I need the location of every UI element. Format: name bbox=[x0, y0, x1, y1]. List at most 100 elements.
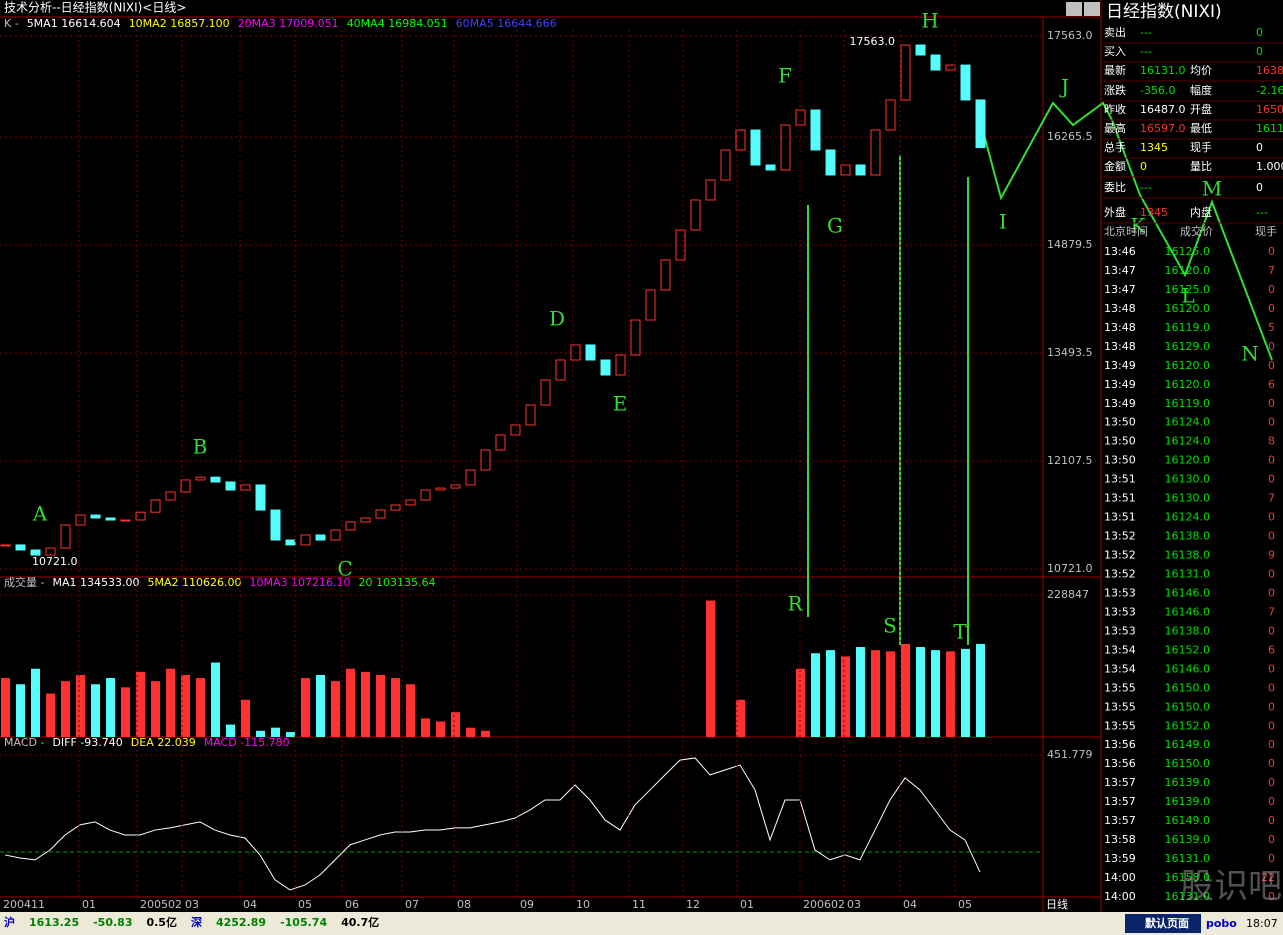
annotation-letter: H bbox=[921, 9, 938, 33]
volume-bar bbox=[271, 727, 280, 737]
legend-item: MA1 134533.00 bbox=[52, 576, 139, 589]
volume-bar bbox=[181, 674, 190, 737]
x-tick-label: 05 bbox=[958, 898, 972, 911]
x-tick-label: 09 bbox=[520, 898, 534, 911]
quote-cell: 16509.0 bbox=[1256, 103, 1283, 116]
quote-cell: 涨跌 bbox=[1104, 83, 1126, 97]
tick-volume: 8 bbox=[1268, 435, 1275, 448]
period-label: 日线 bbox=[1046, 897, 1068, 911]
page-tab[interactable] bbox=[1125, 914, 1201, 933]
legend-item: 20 103135.64 bbox=[358, 576, 435, 589]
nav-button[interactable] bbox=[1066, 2, 1082, 16]
volume-bar bbox=[346, 668, 355, 737]
tick-volume: 0 bbox=[1268, 245, 1275, 258]
legend-item: 20MA3 17009.051 bbox=[238, 17, 339, 30]
annotation-letter: J bbox=[1059, 75, 1069, 99]
tick-volume: 0 bbox=[1268, 681, 1275, 694]
candle-body bbox=[510, 424, 521, 436]
tick-volume: 0 bbox=[1268, 719, 1275, 732]
tick-price: 16152.0 bbox=[1165, 643, 1211, 656]
tick-volume: 0 bbox=[1268, 814, 1275, 827]
volume-bar bbox=[736, 699, 745, 737]
quote-cell: --- bbox=[1140, 45, 1152, 58]
y-tick-label: 17563.0 bbox=[1047, 29, 1093, 42]
tick-time: 13:52 bbox=[1104, 567, 1136, 580]
tick-volume: 0 bbox=[1268, 662, 1275, 675]
candle-body bbox=[780, 124, 791, 171]
candle-body bbox=[690, 199, 701, 231]
volume-bar bbox=[76, 674, 85, 737]
candle-body bbox=[735, 129, 746, 151]
quote-cell: 卖出 bbox=[1104, 25, 1126, 39]
y-tick-label: 12107.5 bbox=[1047, 454, 1093, 467]
tick-volume: 0 bbox=[1268, 890, 1275, 903]
page-label: 默认页面 bbox=[1145, 916, 1189, 930]
tick-price: 16139.0 bbox=[1165, 795, 1211, 808]
candle-body bbox=[810, 109, 821, 151]
volume-bar bbox=[451, 712, 460, 737]
quote-cell: 开盘 bbox=[1190, 102, 1212, 116]
tick-time: 13:52 bbox=[1104, 549, 1136, 562]
legend-item: 40MA4 16984.051 bbox=[347, 17, 448, 30]
volume-bar bbox=[841, 656, 850, 737]
volume-bar bbox=[136, 671, 145, 737]
tick-price: 16124.0 bbox=[1165, 511, 1211, 524]
macd-line bbox=[4, 757, 981, 891]
x-tick-label: 05 bbox=[298, 898, 312, 911]
candle-body bbox=[150, 499, 161, 513]
y-tick-label: 10721.0 bbox=[1047, 562, 1093, 575]
candle-body bbox=[345, 521, 356, 531]
candle-body bbox=[495, 434, 506, 451]
quote-cell: 量比 bbox=[1190, 160, 1212, 173]
legend-item: DEA 22.039 bbox=[131, 736, 196, 749]
tick-price: 16138.0 bbox=[1165, 549, 1211, 562]
x-tick-label: 10 bbox=[576, 898, 590, 911]
annotation-letter: L bbox=[1181, 284, 1194, 308]
volume-bar bbox=[166, 668, 175, 737]
window-title: 技术分析--日经指数(NIXI)<日线> bbox=[4, 0, 186, 15]
quote-cell: 16131.0 bbox=[1140, 64, 1186, 77]
quote-cell: 16388.7 bbox=[1256, 64, 1283, 77]
annotation-letter: K bbox=[1131, 214, 1147, 238]
legend-item: 成交量 - bbox=[4, 575, 44, 589]
volume-bar bbox=[241, 699, 250, 737]
quote-cell: 1345 bbox=[1140, 141, 1168, 154]
tick-time: 13:53 bbox=[1104, 624, 1136, 637]
tick-price: 16120.0 bbox=[1165, 454, 1211, 467]
volume-bar bbox=[706, 600, 715, 737]
watermark: 股识吧 bbox=[1180, 867, 1282, 907]
candle-body bbox=[285, 539, 296, 546]
candle-body bbox=[15, 544, 26, 551]
clock: 18:07 bbox=[1246, 917, 1278, 930]
annotation-letter: N bbox=[1241, 342, 1259, 366]
tick-price: 16150.0 bbox=[1165, 757, 1211, 770]
candle-body bbox=[825, 149, 836, 176]
volume-bar bbox=[196, 678, 205, 737]
candle-body bbox=[870, 129, 881, 176]
tick-price: 16130.0 bbox=[1165, 473, 1211, 486]
tick-price: 16150.0 bbox=[1165, 700, 1211, 713]
tick-time: 13:54 bbox=[1104, 643, 1136, 656]
tick-time: 13:54 bbox=[1104, 662, 1136, 675]
annotation-letter: S bbox=[883, 614, 897, 638]
volume-bar bbox=[331, 681, 340, 737]
tick-price: 16124.0 bbox=[1165, 416, 1211, 429]
quote-cell: --- bbox=[1140, 181, 1152, 194]
tick-price: 16149.0 bbox=[1165, 814, 1211, 827]
tick-volume: 0 bbox=[1268, 833, 1275, 846]
tick-price: 16119.0 bbox=[1165, 397, 1211, 410]
quote-cell: 内盘 bbox=[1190, 205, 1212, 219]
x-tick-label: 12 bbox=[686, 898, 700, 911]
tick-time: 13:47 bbox=[1104, 264, 1136, 277]
nav-button[interactable] bbox=[1084, 2, 1100, 16]
quote-cell: 昨收 bbox=[1104, 102, 1126, 116]
annotation-letter: G bbox=[827, 214, 843, 238]
tick-volume: 0 bbox=[1268, 302, 1275, 315]
tick-price: 16146.0 bbox=[1165, 586, 1211, 599]
status-item: 4252.89 bbox=[216, 916, 266, 929]
tick-volume: 0 bbox=[1268, 511, 1275, 524]
tick-time: 13:49 bbox=[1104, 359, 1136, 372]
x-tick-label: 200502 bbox=[140, 898, 182, 911]
candle-body bbox=[90, 514, 101, 519]
